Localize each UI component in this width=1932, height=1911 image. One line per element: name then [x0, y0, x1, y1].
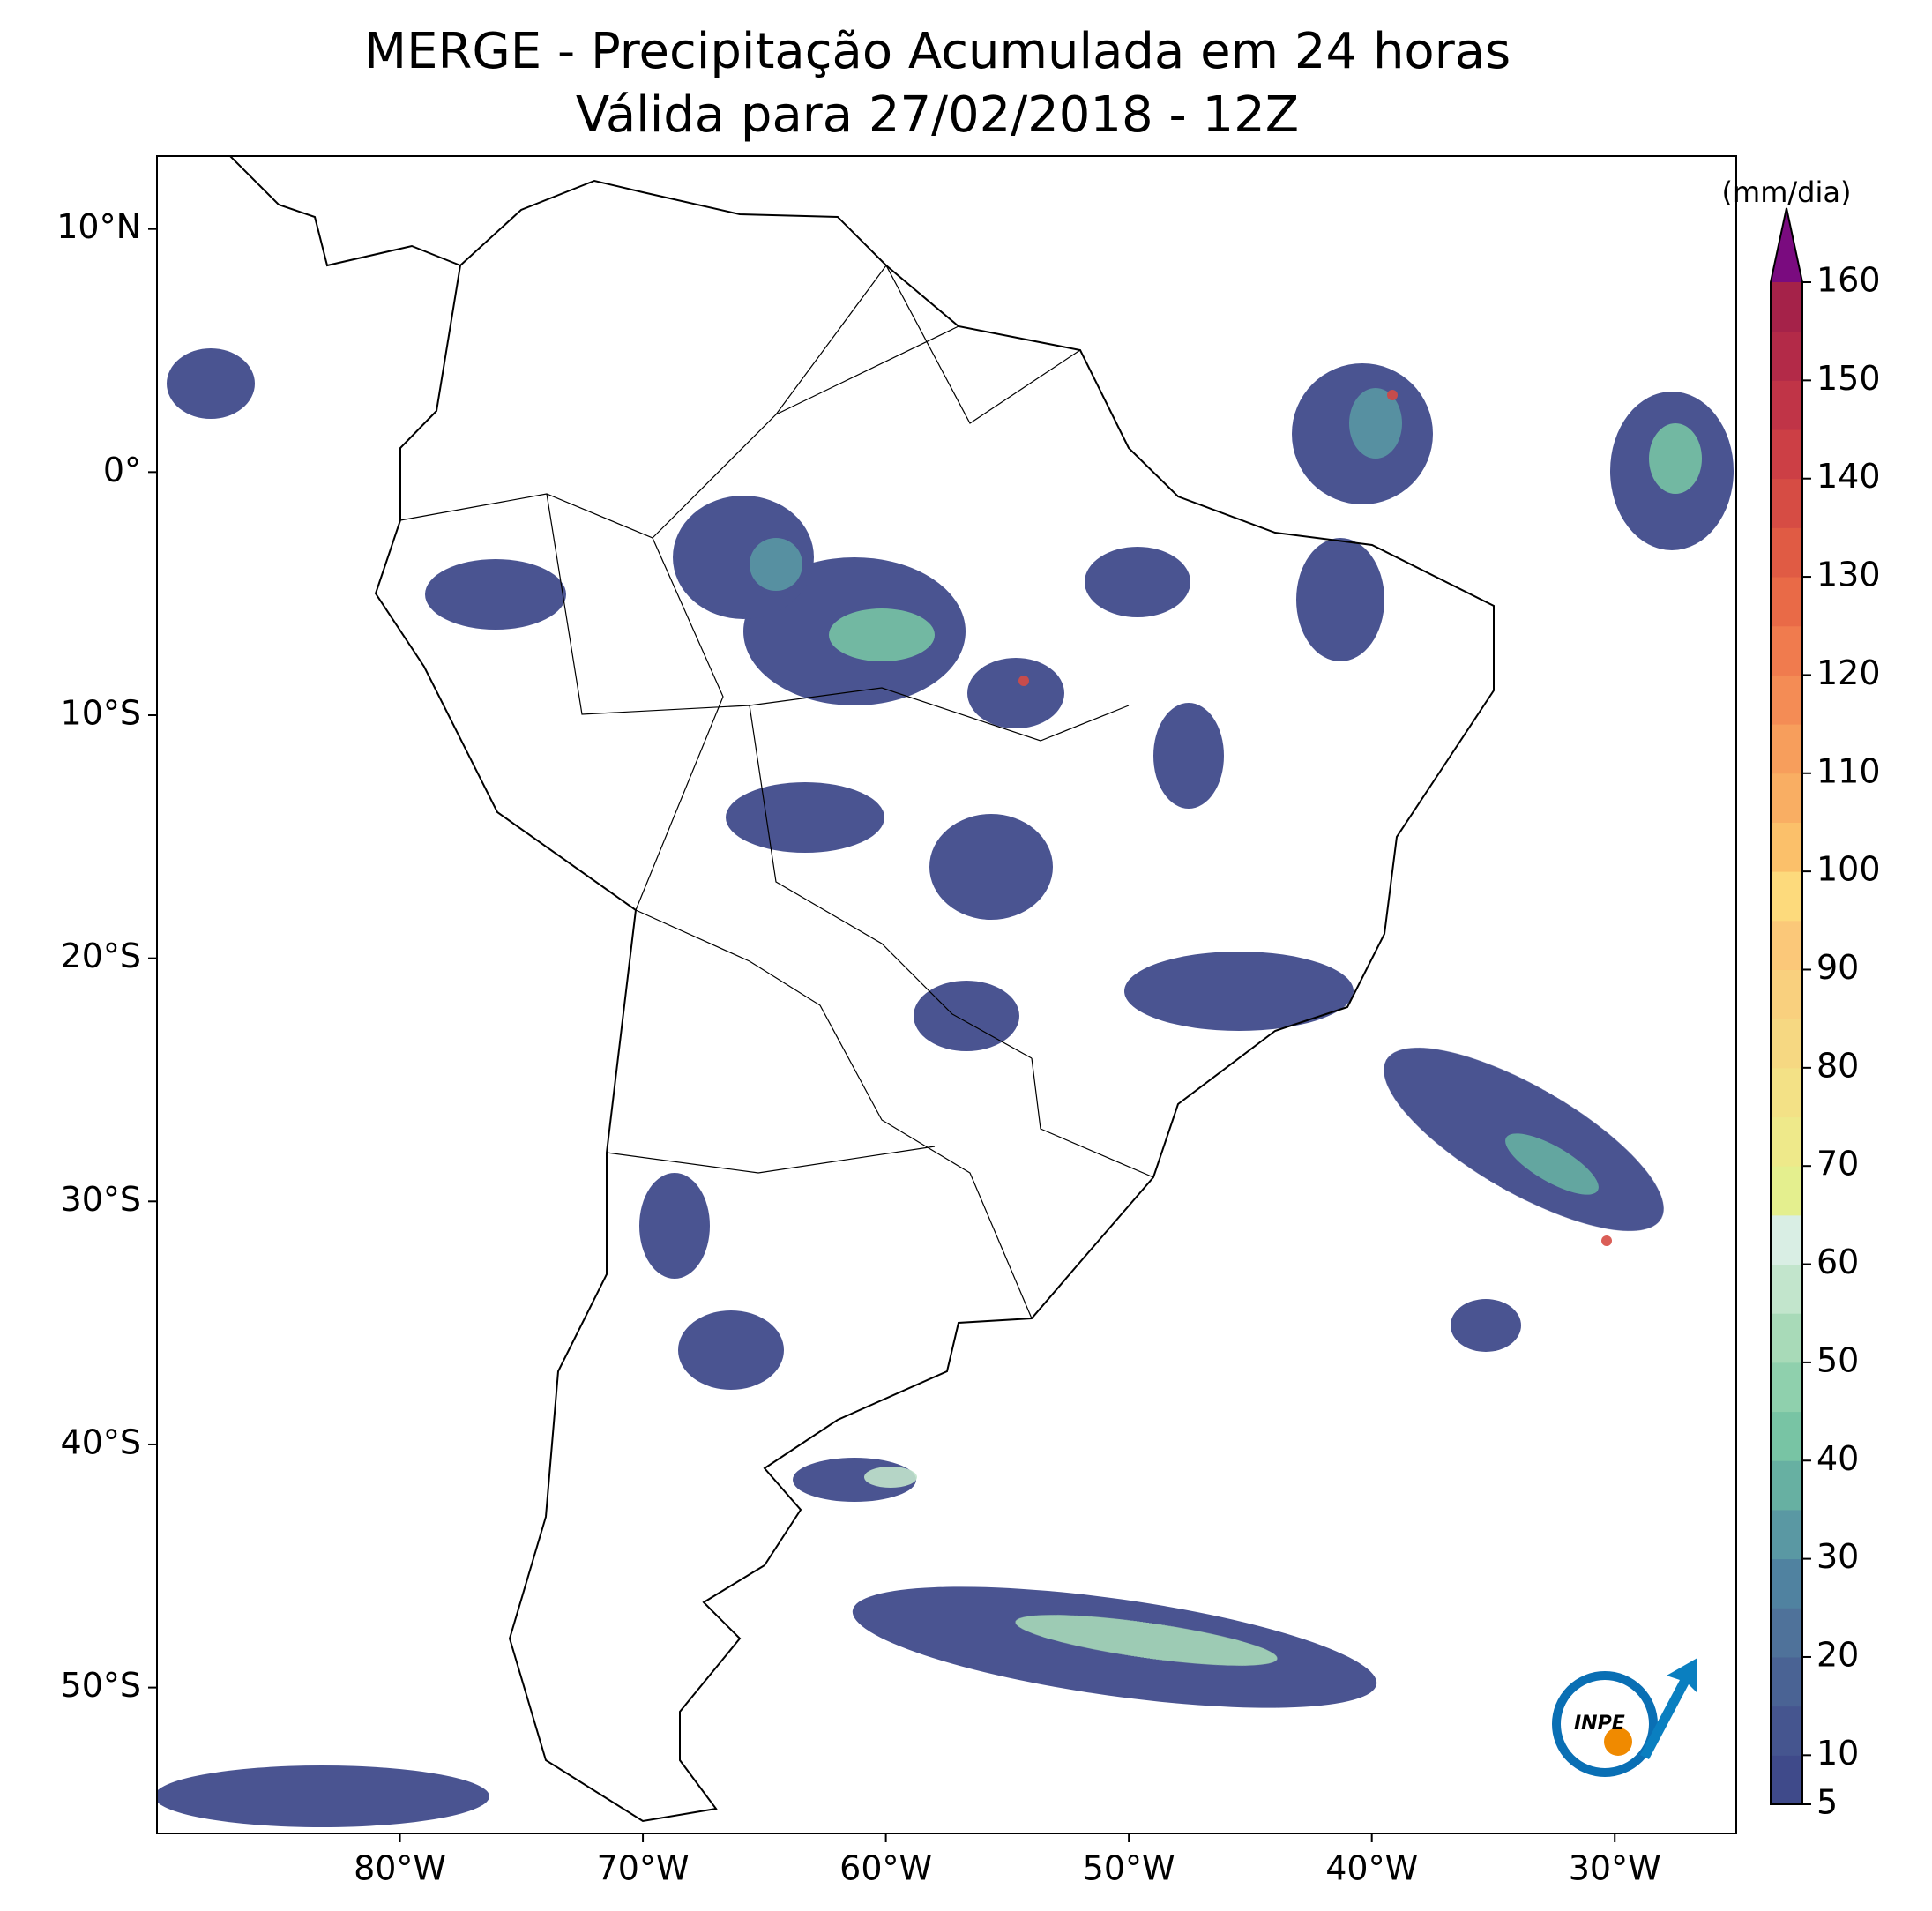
y-tick-label: 0° [103, 451, 141, 489]
colorbar-bin [1771, 1755, 1802, 1805]
y-tick-label: 30°S [61, 1180, 141, 1219]
colorbar-tick-label: 50 [1816, 1340, 1859, 1379]
y-tick-label: 50°S [61, 1666, 141, 1705]
colorbar-tick-label: 130 [1816, 556, 1881, 594]
x-tick-label: 30°W [1569, 1849, 1661, 1888]
colorbar-bin [1771, 920, 1802, 970]
x-tick-label: 70°W [597, 1849, 690, 1888]
colorbar-bin [1771, 478, 1802, 528]
colorbar-tick-label: 100 [1816, 850, 1881, 889]
borders [399, 265, 1154, 1319]
colorbar-bin [1771, 1706, 1802, 1756]
colorbar-extend [1771, 208, 1802, 282]
colorbar-tick-label: 80 [1816, 1046, 1859, 1085]
precipitation-core [750, 388, 1702, 1666]
colorbar-bin [1771, 724, 1802, 774]
colorbar-tick-label: 30 [1816, 1537, 1859, 1576]
colorbar-bin [1771, 1214, 1802, 1265]
colorbar-tick-label: 60 [1816, 1243, 1859, 1281]
colorbar-bin [1771, 1608, 1802, 1658]
colorbar-bin [1771, 577, 1802, 627]
colorbar-label: (mm/dia) [1722, 175, 1852, 209]
colorbar-frame [1770, 207, 1803, 1805]
colorbar-bin [1771, 969, 1802, 1019]
logo: INPE [1529, 1653, 1705, 1803]
colorbar-tick-label: 150 [1816, 359, 1881, 398]
colorbar-bin [1771, 1362, 1802, 1413]
colorbar-bin [1771, 1509, 1802, 1560]
colorbar-bin [1771, 675, 1802, 725]
y-tick-label: 10°S [61, 694, 141, 733]
x-tick-label: 40°W [1325, 1849, 1418, 1888]
colorbar-bin [1771, 1116, 1802, 1167]
y-tick-label: 40°S [61, 1422, 141, 1461]
map-area [157, 156, 1734, 1827]
colorbar-bin [1771, 282, 1802, 332]
colorbar-tick-label: 160 [1816, 261, 1881, 300]
colorbar-bin [1771, 380, 1802, 430]
x-tick-label: 80°W [354, 1849, 446, 1888]
colorbar-tick-label: 5 [1816, 1783, 1838, 1822]
colorbar-bin [1771, 1411, 1802, 1461]
colorbar-tick-label: 140 [1816, 457, 1881, 496]
colorbar-bin [1771, 1019, 1802, 1069]
colorbar-bin [1771, 1166, 1802, 1216]
colorbar-bin [1771, 1313, 1802, 1363]
colorbar-bin [1771, 1067, 1802, 1118]
colorbar-bin [1771, 871, 1802, 922]
title: MERGE - Precipitação Acumulada em 24 hor… [364, 23, 1511, 80]
x-tick-label: 50°W [1083, 1849, 1175, 1888]
colorbar-bin [1771, 1264, 1802, 1314]
logo-text: INPE [1574, 1713, 1625, 1735]
colorbar-bin [1771, 773, 1802, 823]
subtitle: Válida para 27/02/2018 - 12Z [576, 86, 1299, 144]
colorbar-bin [1771, 1460, 1802, 1511]
colorbar-tick-label: 40 [1816, 1439, 1859, 1478]
colorbar-tick-label: 110 [1816, 751, 1881, 790]
map-frame [156, 155, 1737, 1834]
colorbar-bin [1771, 625, 1802, 676]
colorbar-bin [1771, 1656, 1802, 1707]
colorbar-tick-label: 90 [1816, 948, 1859, 987]
colorbar-tick-label: 10 [1816, 1734, 1859, 1773]
y-tick-label: 10°N [56, 207, 141, 246]
colorbar-bin [1771, 429, 1802, 480]
precipitation [157, 348, 1734, 1827]
colorbar-bin [1771, 527, 1802, 578]
colorbar-bin [1771, 822, 1802, 872]
colorbar-tick-label: 120 [1816, 653, 1881, 692]
colorbar-tick-label: 70 [1816, 1145, 1859, 1183]
colorbar-tick-label: 20 [1816, 1635, 1859, 1674]
colorbar-bin [1771, 1558, 1802, 1609]
coastline [229, 156, 1495, 1823]
colorbar-bin [1771, 331, 1802, 381]
y-tick-label: 20°S [61, 937, 141, 975]
x-tick-label: 60°W [839, 1849, 932, 1888]
